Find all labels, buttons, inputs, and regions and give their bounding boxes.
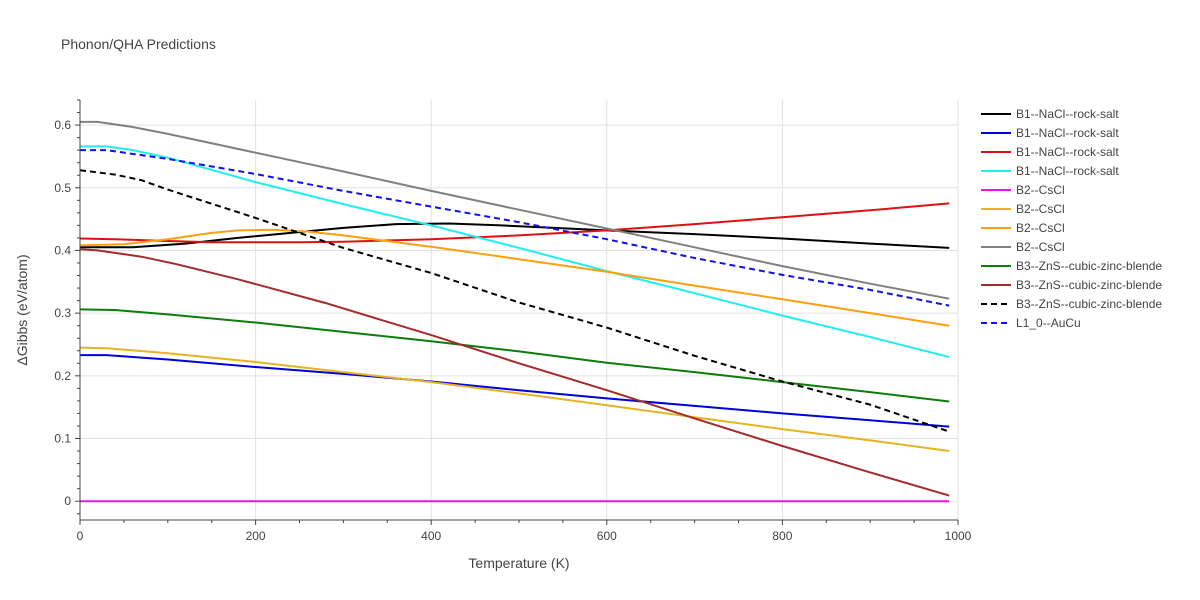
legend-item-7[interactable]: B2--CsCl <box>981 221 1065 235</box>
series-line-4[interactable] <box>80 145 950 358</box>
series-line-11[interactable] <box>79 169 950 433</box>
legend-label: B3--ZnS--cubic-zinc-blende <box>1016 278 1162 292</box>
y-axis-title: ΔGibbs (eV/atom) <box>14 254 30 365</box>
axes: 0 200 400 600 800 1000 0 0.1 0.2 0.3 0.4 0.5 0.6 <box>54 99 972 543</box>
legend-label: L1_0--AuCu <box>1016 316 1081 330</box>
y-tick-label: 0.2 <box>54 369 71 383</box>
y-tick-label: 0.1 <box>54 432 71 446</box>
legend-item-5[interactable]: B2--CsCl <box>981 183 1065 197</box>
legend-label: B2--CsCl <box>1016 202 1065 216</box>
series-line-8[interactable] <box>80 120 950 300</box>
series-line-7[interactable] <box>79 228 950 327</box>
x-tick-label: 200 <box>246 529 266 543</box>
legend-item-3[interactable]: B1--NaCl--rock-salt <box>981 145 1119 159</box>
legend-item-2[interactable]: B1--NaCl--rock-salt <box>981 126 1119 140</box>
series-line-2[interactable] <box>80 354 950 428</box>
y-tick-label: 0.4 <box>54 243 71 257</box>
legend-label: B1--NaCl--rock-salt <box>1016 145 1119 159</box>
legend-label: B1--NaCl--rock-salt <box>1016 126 1119 140</box>
legend-label: B3--ZnS--cubic-zinc-blende <box>1016 259 1162 273</box>
series-line-9[interactable] <box>79 308 950 403</box>
x-tick-label: 800 <box>772 529 792 543</box>
legend-item-4[interactable]: B1--NaCl--rock-salt <box>981 164 1119 178</box>
legend-item-10[interactable]: B3--ZnS--cubic-zinc-blende <box>981 278 1162 292</box>
legend-label: B1--NaCl--rock-salt <box>1016 164 1119 178</box>
legend[interactable]: B1--NaCl--rock-salt B1--NaCl--rock-salt B1… <box>981 107 1162 330</box>
y-tick-label: 0 <box>64 494 71 508</box>
legend-item-6[interactable]: B2--CsCl <box>981 202 1065 216</box>
grid <box>79 100 959 520</box>
legend-item-1[interactable]: B1--NaCl--rock-salt <box>981 107 1119 121</box>
series-line-12[interactable] <box>80 149 950 307</box>
x-axis-title: Temperature (K) <box>468 555 569 571</box>
x-tick-label: 400 <box>421 529 441 543</box>
legend-label: B2--CsCl <box>1016 240 1065 254</box>
x-tick-label: 0 <box>77 529 84 543</box>
legend-item-9[interactable]: B3--ZnS--cubic-zinc-blende <box>981 259 1162 273</box>
legend-label: B2--CsCl <box>1016 183 1065 197</box>
series-layer <box>79 120 950 503</box>
legend-label: B2--CsCl <box>1016 221 1065 235</box>
legend-item-8[interactable]: B2--CsCl <box>981 240 1065 254</box>
y-tick-label: 0.3 <box>54 306 71 320</box>
y-tick-label: 0.5 <box>54 181 71 195</box>
legend-label: B1--NaCl--rock-salt <box>1016 107 1119 121</box>
y-tick-label: 0.6 <box>54 118 71 132</box>
legend-label: B3--ZnS--cubic-zinc-blende <box>1016 297 1162 311</box>
x-tick-label: 600 <box>597 529 617 543</box>
series-line-10[interactable] <box>79 248 950 497</box>
series-line-6[interactable] <box>79 346 950 452</box>
x-tick-label: 1000 <box>945 529 972 543</box>
chart-title: Phonon/QHA Predictions <box>61 36 216 52</box>
legend-item-11[interactable]: B3--ZnS--cubic-zinc-blende <box>981 297 1162 311</box>
legend-item-12[interactable]: L1_0--AuCu <box>981 316 1081 330</box>
